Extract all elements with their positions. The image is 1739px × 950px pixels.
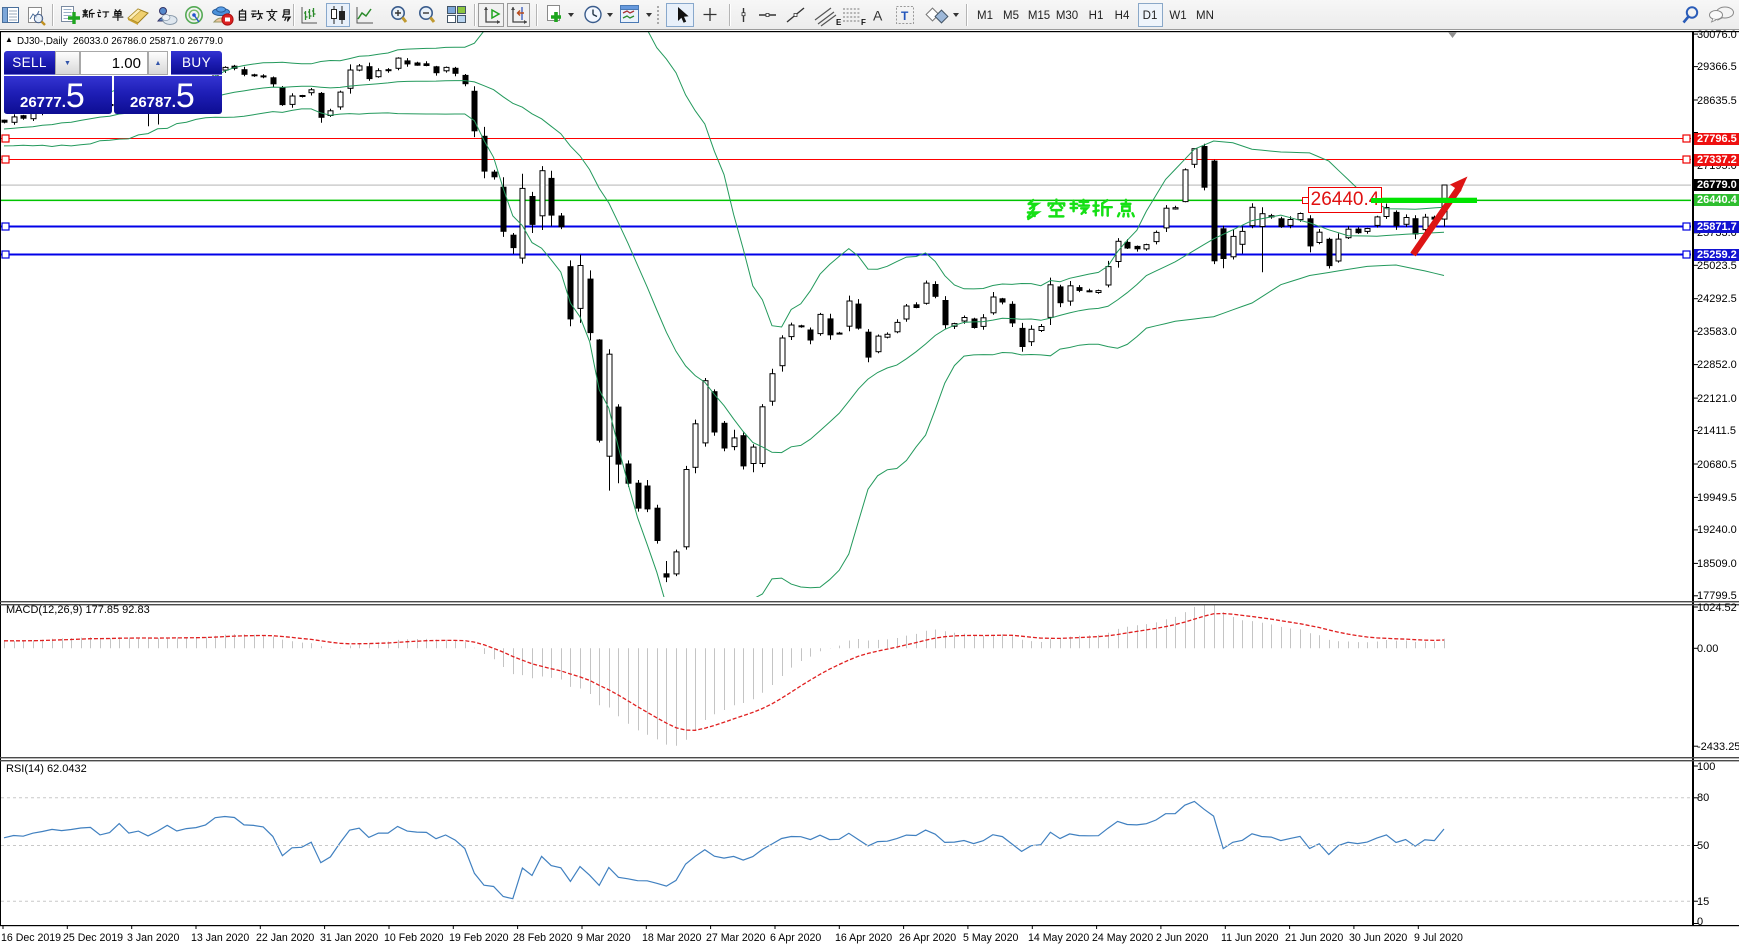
- svg-text:A: A: [873, 8, 883, 24]
- svg-text:M15: M15: [1028, 10, 1050, 22]
- svg-text:F: F: [861, 18, 866, 27]
- svg-text:T: T: [901, 9, 909, 23]
- svg-text:W1: W1: [1169, 10, 1186, 22]
- svg-text:M1: M1: [977, 10, 993, 22]
- svg-text:H4: H4: [1115, 10, 1130, 22]
- svg-text:E: E: [836, 18, 842, 27]
- svg-text:H1: H1: [1089, 10, 1104, 22]
- svg-text:D1: D1: [1143, 10, 1158, 22]
- svg-text:M5: M5: [1003, 10, 1019, 22]
- svg-text:M30: M30: [1056, 10, 1078, 22]
- svg-text:MN: MN: [1196, 10, 1214, 22]
